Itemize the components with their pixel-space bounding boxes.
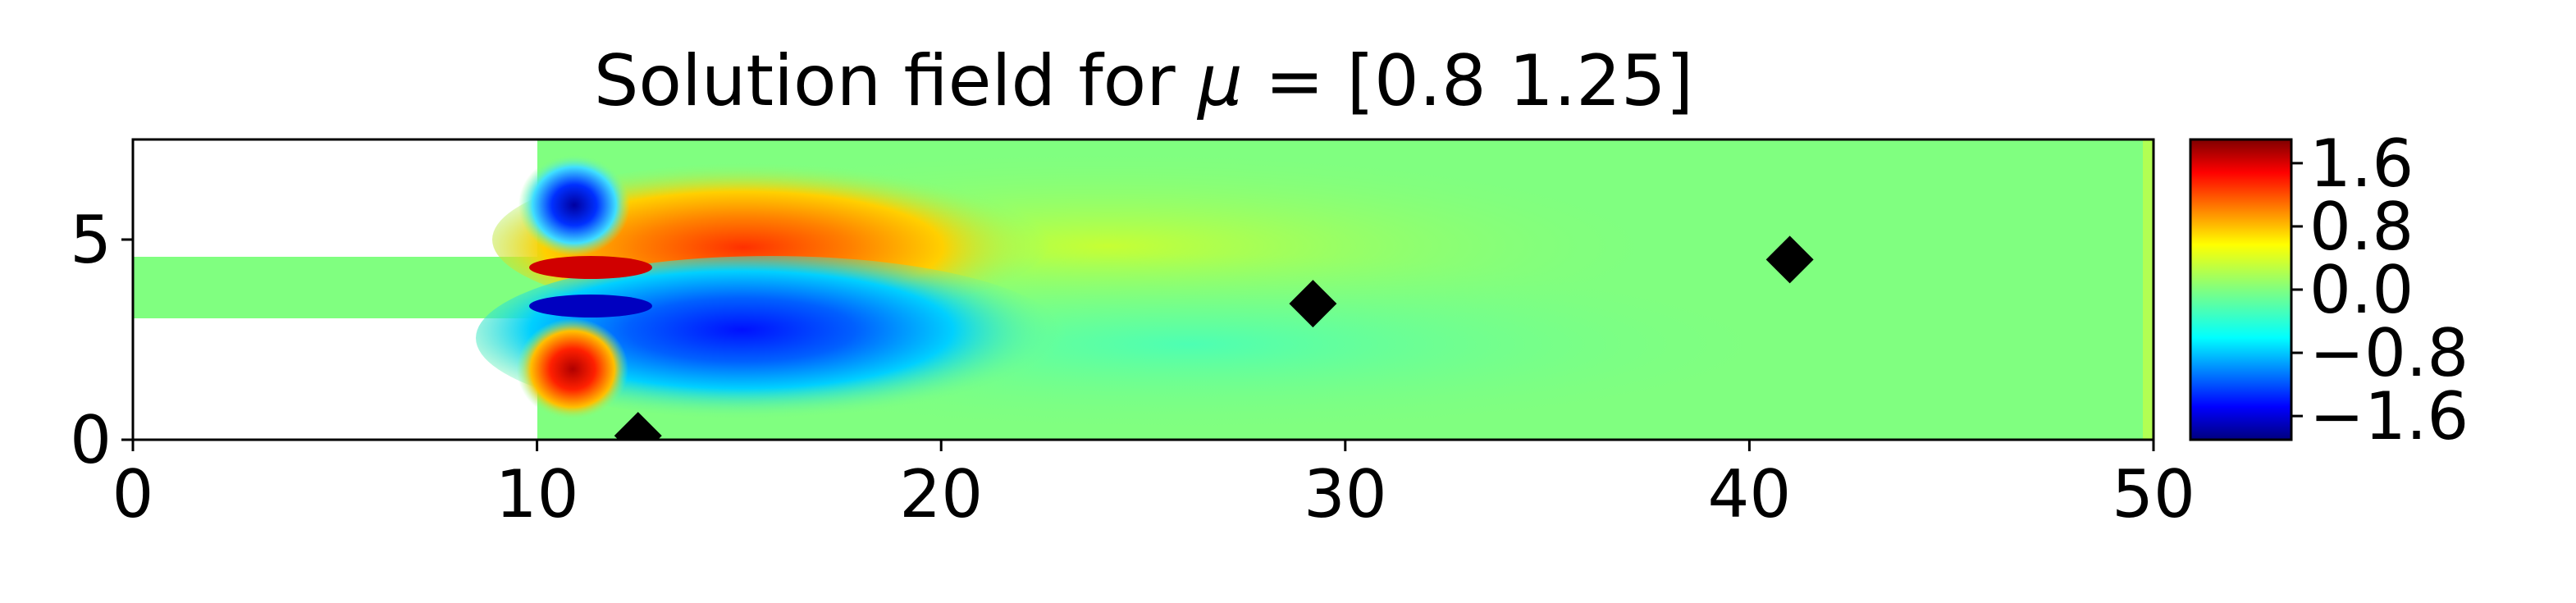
colorbar-tick-label: −0.8 <box>2309 315 2469 391</box>
upper-eddy <box>518 154 630 256</box>
x-tick-label: 40 <box>1708 456 1792 532</box>
colorbar <box>2189 138 2293 441</box>
title-prefix: Solution field for <box>594 40 1198 122</box>
y-axis: 05 <box>70 202 133 478</box>
x-axis: 0 10 20 30 40 50 <box>112 440 2195 532</box>
plot-area <box>133 139 2154 440</box>
marker-layer <box>614 235 1814 440</box>
colorbar-tick-label: 1.6 <box>2309 126 2414 202</box>
colorbar-tick-label: 0.0 <box>2309 252 2414 328</box>
x-tick-label: 20 <box>899 456 983 532</box>
x-tick-label: 50 <box>2112 456 2195 532</box>
y-tick-label: 0 <box>70 402 112 478</box>
chart-title: Solution field for μ = [0.8 1.25] <box>594 40 1693 122</box>
colorbar-axis: 1.60.80.0−0.8−1.6 <box>2291 126 2469 455</box>
y-tick-label: 5 <box>70 202 112 278</box>
colorbar-tick-label: 0.8 <box>2309 189 2414 265</box>
title-value: = [0.8 1.25] <box>1243 40 1693 122</box>
marker-point <box>1289 280 1337 328</box>
x-tick-label: 0 <box>112 456 154 532</box>
red-shear-layer <box>529 256 652 279</box>
outlet-strip <box>2143 139 2154 440</box>
plot-frame <box>131 138 2155 441</box>
inlet-channel-field <box>133 257 537 318</box>
lower-eddy <box>517 318 628 420</box>
blue-shear-layer <box>529 295 652 317</box>
marker-point <box>1765 235 1814 284</box>
colorbar-tick-label: −1.6 <box>2309 378 2469 455</box>
title-symbol: μ <box>1196 40 1243 122</box>
marker-point <box>614 412 662 440</box>
x-tick-label: 30 <box>1304 456 1387 532</box>
x-tick-label: 10 <box>496 456 579 532</box>
